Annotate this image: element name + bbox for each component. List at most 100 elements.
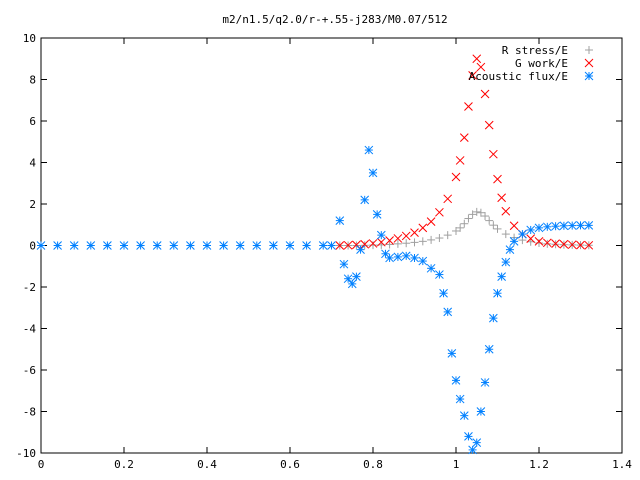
data-point [484,120,494,130]
x-tick-label: 1.2 [529,458,549,471]
data-point [435,270,444,279]
data-point [451,376,461,385]
data-point [476,62,486,72]
chart-title: m2/n1.5/q2.0/r-+.55-j283/M0.07/512 [222,13,447,26]
data-point [426,263,436,273]
data-point [497,272,507,281]
data-point [559,239,569,249]
y-tick-label: 4 [29,157,36,170]
data-point [335,241,345,250]
data-point [460,219,469,228]
data-point [343,240,353,250]
data-point [152,241,162,250]
data-point [285,241,295,250]
data-point [393,234,403,243]
y-tick-label: 10 [23,32,36,45]
data-point [372,210,382,219]
data-point [542,222,552,232]
data-point [302,241,311,250]
data-point [543,239,552,248]
data-point [464,102,473,111]
data-point [505,245,515,255]
x-tick-label: 0 [38,458,45,471]
data-point [501,206,511,216]
data-point [481,212,490,221]
data-point [356,245,365,255]
series-1 [335,54,594,250]
data-point [339,259,349,269]
data-point [385,236,394,245]
data-point [468,70,477,80]
data-point [402,239,411,248]
data-point [364,145,374,155]
data-point [235,241,245,250]
x-tick-label: 1.4 [612,458,632,471]
data-point [418,237,427,246]
data-point [443,231,452,240]
data-point [393,252,403,262]
legend-label: G work/E [515,57,568,70]
data-point [472,54,482,64]
legend-marker [584,58,594,68]
data-point [518,229,527,239]
data-point [526,225,536,235]
data-point [447,349,457,358]
data-point [526,234,536,244]
data-point [497,193,507,203]
data-point [443,307,453,317]
data-point [418,223,428,233]
legend-label: R stress/E [502,44,568,57]
data-point [426,217,436,226]
data-point [493,174,502,184]
data-point [368,239,378,248]
data-point [551,239,560,248]
data-point [202,241,212,250]
data-point [551,221,560,231]
data-point [468,210,477,219]
data-point [567,240,577,250]
data-point [393,239,402,248]
data-point [343,274,353,284]
data-point [584,221,594,230]
data-point [335,216,345,225]
legend-label: Acoustic flux/E [469,70,568,83]
data-point [410,228,419,237]
data-point [501,230,510,239]
data-point [576,240,585,250]
data-point [534,236,544,246]
axis-ticks: 0 0.2 0.4 0.6 0.8 1 1.2 1.4 -10 -8 -6 -4 -2 0 2 4 6 8 10 [16,32,632,471]
data-point [385,240,394,249]
data-point [385,253,394,263]
data-point [459,133,469,142]
data-point [219,241,228,250]
legend-marker [584,71,594,81]
data-point [435,234,444,243]
data-point [455,394,465,404]
data-point [327,241,336,250]
data-point [501,257,511,267]
data-point [535,239,543,248]
data-point [376,230,386,240]
data-marks [36,54,594,455]
data-point [584,240,594,250]
data-point [464,214,473,223]
x-tick-label: 1 [453,458,460,471]
data-point [418,256,428,266]
data-point [269,241,278,250]
data-point [86,241,96,250]
data-point [576,221,585,230]
data-point [488,149,498,159]
x-tick-label: 0.4 [197,458,217,471]
data-point [410,253,419,263]
data-point [484,344,494,354]
data-point [480,378,490,387]
data-point [493,288,502,298]
data-point [119,241,129,250]
x-tick-label: 0.2 [114,458,134,471]
data-point [464,432,473,441]
data-point [186,241,195,250]
y-tick-label: 2 [29,198,36,211]
data-point [376,237,386,247]
data-point [53,241,62,250]
